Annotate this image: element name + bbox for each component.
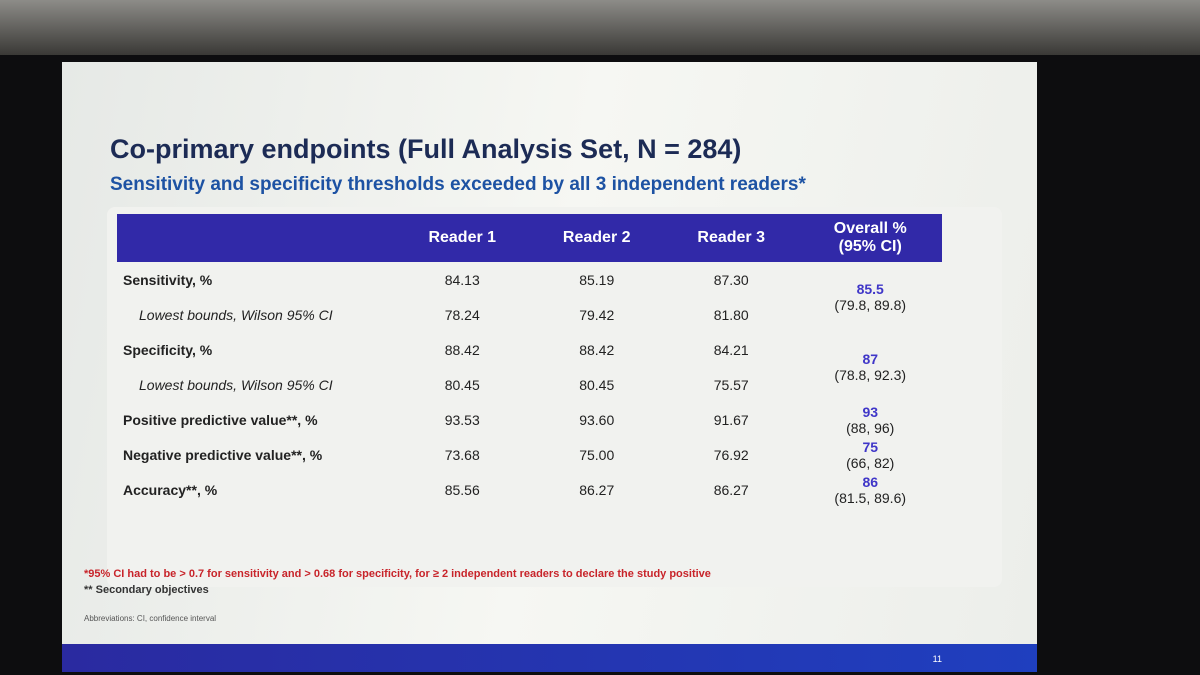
cell-value: 85.19 <box>579 271 615 288</box>
results-table: Reader 1 Reader 2 Reader 3 Overall % (95% CI… <box>117 214 942 507</box>
cell-value: 84.13 <box>444 271 480 288</box>
cell-value: 80.45 <box>579 376 615 393</box>
cell-value: 76.92 <box>713 446 749 463</box>
column-header: Overall % (95% CI) <box>798 214 942 262</box>
page-number: 11 <box>932 654 942 664</box>
row-label: Negative predictive value**, % <box>123 446 323 463</box>
cell-value: 84.21 <box>713 341 749 358</box>
row-label: Accuracy**, % <box>123 481 218 498</box>
header-line: Overall % <box>833 220 907 237</box>
overall-cell: 75 (66, 82) <box>798 437 942 472</box>
table-row: Lowest bounds, Wilson 95% CI 80.45 80.45 75… <box>117 367 942 402</box>
overall-cell: 86 (81.5, 89.6) <box>798 472 942 507</box>
ceiling <box>0 0 1200 55</box>
table-row: Sensitivity, % 84.13 85.19 87.30 85.5 (79.8, … <box>117 262 942 314</box>
table-row: Accuracy**, % 85.56 86.27 86.27 86 (81.5, 89.… <box>117 472 942 507</box>
overall-estimate: 75 <box>862 438 879 455</box>
row-label: Specificity, % <box>123 341 213 358</box>
cell-value: 86.27 <box>713 481 749 498</box>
cell-value: 88.42 <box>579 341 615 358</box>
cell-value: 93.53 <box>444 411 480 428</box>
table-row: Lowest bounds, Wilson 95% CI 78.24 79.42 81… <box>117 297 942 332</box>
footnote: *95% CI had to be > 0.7 for sensitivity … <box>84 568 711 580</box>
overall-cell: 93 (88, 96) <box>798 402 942 437</box>
cell-value: 80.45 <box>444 376 480 393</box>
header-line: (95% CI) <box>838 238 902 255</box>
cell-value: 85.56 <box>444 481 480 498</box>
cell-value: 86.27 <box>579 481 615 498</box>
table-row: Positive predictive value**, % 93.53 93.60… <box>117 402 942 437</box>
row-label: Sensitivity, % <box>123 271 213 288</box>
table-body: Sensitivity, % 84.13 85.19 87.30 85.5 (79.8, … <box>117 262 942 507</box>
cell-value: 73.68 <box>444 446 480 463</box>
overall-ci: (66, 82) <box>846 454 895 471</box>
overall-cell: 85.5 (79.8, 89.8) <box>798 262 942 332</box>
row-label: Lowest bounds, Wilson 95% CI <box>139 376 333 393</box>
cell-value: 78.24 <box>444 306 480 323</box>
abbreviations: Abbreviations: CI, confidence interval <box>84 614 217 623</box>
header-blank <box>117 214 395 262</box>
column-header: Reader 3 <box>663 214 799 262</box>
table-row: Negative predictive value**, % 73.68 75.00… <box>117 437 942 472</box>
cell-value: 93.60 <box>579 411 615 428</box>
overall-estimate: 87 <box>862 351 879 367</box>
cell-value: 75.57 <box>713 376 749 393</box>
column-header: Reader 2 <box>529 214 664 262</box>
table-panel <box>107 207 1002 587</box>
footnote: ** Secondary objectives <box>84 584 209 596</box>
overall-ci: (78.8, 92.3) <box>834 367 907 383</box>
overall-estimate: 85.5 <box>856 281 884 297</box>
overall-ci: (81.5, 89.6) <box>834 489 907 506</box>
header-row: Reader 1 Reader 2 Reader 3 Overall % (95% CI… <box>117 214 942 262</box>
cell-value: 88.42 <box>444 341 480 358</box>
cell-value: 91.67 <box>713 411 749 428</box>
slide-subtitle: Sensitivity and specificity thresholds e… <box>110 174 806 195</box>
overall-ci: (88, 96) <box>846 419 895 436</box>
cell-value: 81.80 <box>713 306 749 323</box>
column-header: Reader 1 <box>395 214 530 262</box>
table-row: Specificity, % 88.42 88.42 84.21 87 (78.8, 92… <box>117 332 942 384</box>
row-label: Lowest bounds, Wilson 95% CI <box>139 306 333 323</box>
slide-title: Co-primary endpoints (Full Analysis Set,… <box>110 134 742 164</box>
overall-estimate: 93 <box>862 403 879 420</box>
row-label: Positive predictive value**, % <box>123 411 318 428</box>
slide: Co-primary endpoints (Full Analysis Set,… <box>62 62 1037 672</box>
footer-bar: 11 <box>62 644 1037 672</box>
cell-value: 79.42 <box>579 306 615 323</box>
overall-estimate: 86 <box>862 473 879 490</box>
cell-value: 75.00 <box>579 446 615 463</box>
overall-cell: 87 (78.8, 92.3) <box>798 332 942 402</box>
cell-value: 87.30 <box>713 271 749 288</box>
overall-ci: (79.8, 89.8) <box>834 297 907 313</box>
